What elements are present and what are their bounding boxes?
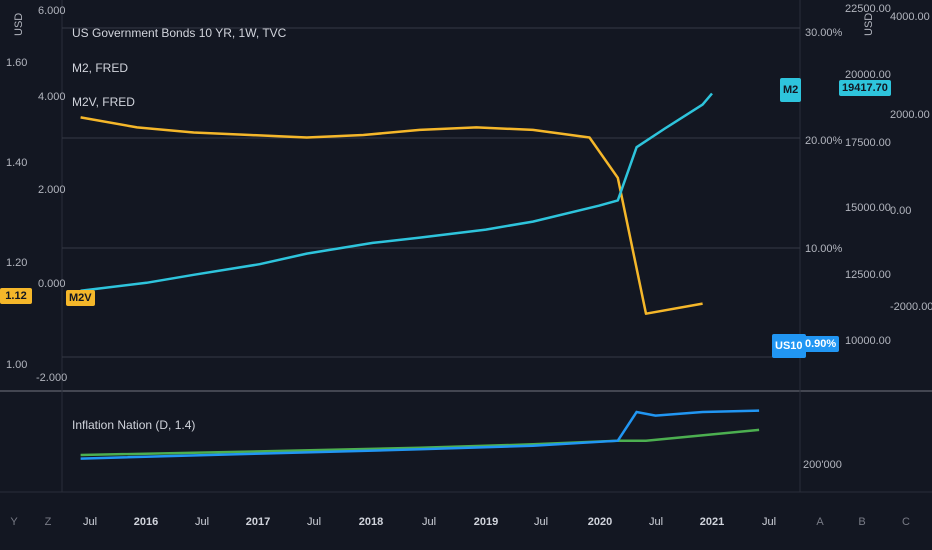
- m2-value-label: 19417.70: [839, 80, 891, 96]
- m2-tick: 17500.00: [845, 137, 891, 149]
- left-outer-tick: 1.60: [6, 57, 27, 69]
- x-tick: Jul: [195, 516, 209, 528]
- m2-line: [80, 92, 713, 293]
- left-inner-tick: 4.000: [38, 91, 66, 103]
- legend-inflation-nation: Inflation Nation (D, 1.4): [72, 418, 196, 432]
- left-inner-tick: 6.000: [38, 5, 66, 17]
- left-outer-tick: 1.20: [6, 257, 27, 269]
- x-tick: 2020: [588, 516, 612, 528]
- x-tick: 2016: [134, 516, 158, 528]
- m2-tick: 12500.00: [845, 269, 891, 281]
- left-inner-tick: 2.000: [38, 184, 66, 196]
- m2v-line: [80, 116, 703, 315]
- x-tick: Jul: [307, 516, 321, 528]
- axis-button: C: [902, 516, 910, 528]
- legend-m2: M2, FRED: [72, 61, 129, 75]
- usd-right-label: USD: [863, 13, 875, 36]
- x-tick: 2021: [700, 516, 724, 528]
- x-tick: 2018: [359, 516, 383, 528]
- x-tick: Jul: [422, 516, 436, 528]
- axis-button: A: [816, 516, 824, 528]
- left-inner-tick: -2.000: [36, 372, 67, 384]
- left-inner-tick: 0.000: [38, 278, 66, 290]
- us10-value-label: 0.90%: [802, 336, 840, 352]
- pct-tick: 20.00%: [805, 135, 843, 147]
- far-right-tick: 2000.00: [890, 109, 930, 121]
- inflation-green-line: [80, 428, 760, 457]
- usd-left-label: USD: [13, 13, 25, 36]
- m2-series-tag: M2: [780, 78, 802, 102]
- x-tick: Jul: [83, 516, 97, 528]
- m2-tick: 22500.00: [845, 3, 891, 15]
- pane2-tick: 200'000: [803, 459, 842, 471]
- us10-series-tag: US10: [772, 334, 806, 358]
- x-tick: Jul: [649, 516, 663, 528]
- pct-tick: 30.00%: [805, 27, 843, 39]
- m2-tick: 10000.00: [845, 335, 891, 347]
- inflation-blue-line: [80, 409, 760, 460]
- axis-button: B: [858, 516, 865, 528]
- far-right-tick: -2000.00: [890, 301, 932, 313]
- left-outer-tick: 1.00: [6, 359, 27, 371]
- left-outer-tick: 1.40: [6, 157, 27, 169]
- m2v-series-tag: M2V: [66, 290, 95, 306]
- x-tick: 2017: [246, 516, 270, 528]
- legend-m2v: M2V, FRED: [72, 95, 135, 109]
- m2-tick: 20000.00: [845, 69, 891, 81]
- axis-button: Z: [45, 516, 52, 528]
- x-tick: Jul: [762, 516, 776, 528]
- legend-us10: US Government Bonds 10 YR, 1W, TVC: [72, 26, 287, 40]
- pct-tick: 10.00%: [805, 243, 843, 255]
- x-tick: Jul: [534, 516, 548, 528]
- far-right-tick: 4000.00: [890, 11, 930, 23]
- far-right-tick: 0.00: [890, 205, 911, 217]
- axis-button: Y: [10, 516, 18, 528]
- m2v-left-price-label: 1.12: [0, 288, 32, 304]
- m2-tick: 15000.00: [845, 202, 891, 214]
- main-pane: [62, 0, 800, 390]
- x-tick: 2019: [474, 516, 498, 528]
